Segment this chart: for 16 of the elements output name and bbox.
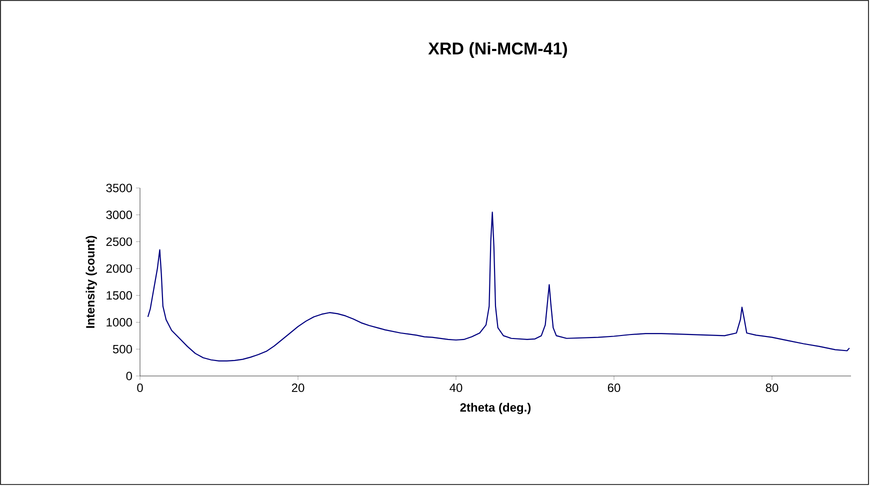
y-tick-label: 3500 <box>106 184 132 192</box>
x-tick-label: 20 <box>292 384 304 392</box>
chart-title: XRD (Ni-MCM-41) <box>428 42 568 58</box>
y-axis-title: Intensity (count) <box>86 236 97 328</box>
x-tick-label: 80 <box>766 384 778 392</box>
y-tick-label: 500 <box>112 344 132 354</box>
y-tick-label: 2000 <box>106 264 132 273</box>
x-axis-title: 2theta (deg.) <box>460 402 531 414</box>
y-tick-label: 1500 <box>106 291 132 300</box>
x-tick-label: 40 <box>450 384 462 392</box>
y-tick-label: 2500 <box>106 237 132 246</box>
y-tick-label: 1000 <box>106 318 132 327</box>
x-tick-label: 60 <box>608 384 620 392</box>
x-tick-label: 0 <box>137 384 143 392</box>
y-tick-label: 3000 <box>106 210 132 220</box>
y-tick-label: 0 <box>126 372 132 380</box>
